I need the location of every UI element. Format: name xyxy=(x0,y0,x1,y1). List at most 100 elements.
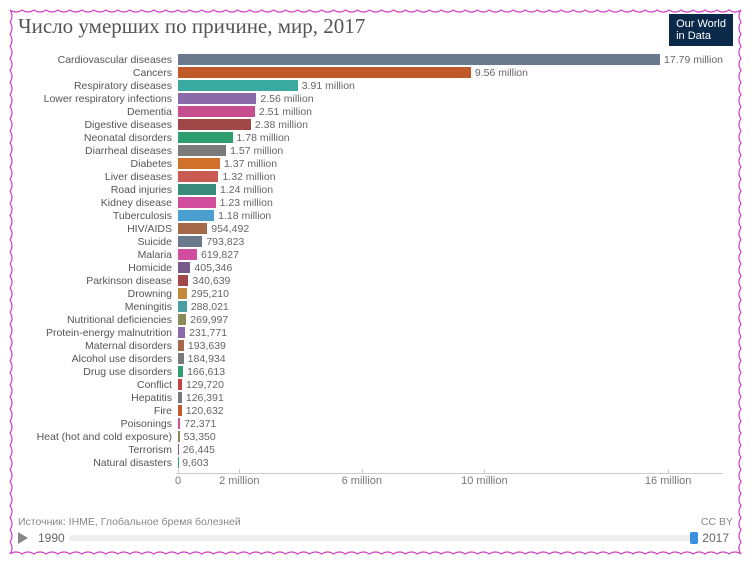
x-axis: 02 million6 million10 million16 million xyxy=(178,473,723,491)
source-text: Источник: IHME, Глобальное бремя болезне… xyxy=(18,516,733,528)
bar[interactable] xyxy=(178,353,184,364)
bar-row: Road injuries1.24 million xyxy=(178,183,723,196)
bar-row: Digestive diseases2.38 million xyxy=(178,118,723,131)
bar-label: Fire xyxy=(18,405,178,417)
bar-value: 1.18 million xyxy=(218,210,271,222)
bar[interactable] xyxy=(178,405,182,416)
bar-row: Neonatal disorders1.78 million xyxy=(178,131,723,144)
bar[interactable] xyxy=(178,262,190,273)
bar-value: 9.56 million xyxy=(475,67,528,79)
bar-label: Neonatal disorders xyxy=(18,132,178,144)
bar[interactable] xyxy=(178,67,471,78)
logo-line1: Our World xyxy=(676,18,726,30)
bar-label: Hepatitis xyxy=(18,392,178,404)
axis-tick xyxy=(362,469,363,473)
bar-label: Natural disasters xyxy=(18,457,178,469)
axis-tick-label: 6 million xyxy=(342,475,382,487)
bar-label: Nutritional deficiencies xyxy=(18,314,178,326)
slider-thumb[interactable] xyxy=(690,532,698,544)
bar-row: Respiratory diseases3.91 million xyxy=(178,79,723,92)
bar-value: 3.91 million xyxy=(302,80,355,92)
bar[interactable] xyxy=(178,275,188,286)
bar[interactable] xyxy=(178,210,214,221)
bar[interactable] xyxy=(178,301,187,312)
bar[interactable] xyxy=(178,171,218,182)
bar-label: Drug use disorders xyxy=(18,366,178,378)
bar-row: Liver diseases1.32 million xyxy=(178,170,723,183)
bar-row: Drowning295,210 xyxy=(178,287,723,300)
bar-label: Meningitis xyxy=(18,301,178,313)
axis-tick xyxy=(239,469,240,473)
bar-value: 1.57 million xyxy=(230,145,283,157)
bar-label: Tuberculosis xyxy=(18,210,178,222)
bar[interactable] xyxy=(178,366,183,377)
bar-row: Diarrheal diseases1.57 million xyxy=(178,144,723,157)
bar-row: Suicide793,823 xyxy=(178,235,723,248)
bar-label: Cardiovascular diseases xyxy=(18,54,178,66)
bar-value: 954,492 xyxy=(211,223,249,235)
bar-row: Fire120,632 xyxy=(178,404,723,417)
bar[interactable] xyxy=(178,314,186,325)
bar[interactable] xyxy=(178,340,184,351)
bar[interactable] xyxy=(178,119,251,130)
bar-value: 1.78 million xyxy=(237,132,290,144)
bar[interactable] xyxy=(178,93,256,104)
slider-track[interactable] xyxy=(69,535,699,541)
bar-value: 72,371 xyxy=(184,418,216,430)
logo-line2: in Data xyxy=(676,30,726,42)
bar[interactable] xyxy=(178,106,255,117)
bar-row: Meningitis288,021 xyxy=(178,300,723,313)
play-button[interactable] xyxy=(18,532,28,544)
bar-label: Road injuries xyxy=(18,184,178,196)
bar[interactable] xyxy=(178,197,216,208)
bar-value: 193,639 xyxy=(188,340,226,352)
bar-value: 405,346 xyxy=(194,262,232,274)
bar-label: Digestive diseases xyxy=(18,119,178,131)
bar[interactable] xyxy=(178,249,197,260)
bar-value: 26,445 xyxy=(183,444,215,456)
bar-value: 288,021 xyxy=(191,301,229,313)
bar-label: Heat (hot and cold exposure) xyxy=(18,431,178,443)
bar-value: 166,613 xyxy=(187,366,225,378)
bar-value: 340,639 xyxy=(192,275,230,287)
bar[interactable] xyxy=(178,379,182,390)
slider-year-start: 1990 xyxy=(34,531,69,545)
axis-line xyxy=(176,473,723,474)
owid-logo: Our World in Data xyxy=(669,14,733,46)
bar-value: 619,827 xyxy=(201,249,239,261)
bar-label: Diabetes xyxy=(18,158,178,170)
bar[interactable] xyxy=(178,145,226,156)
bar[interactable] xyxy=(178,54,660,65)
bar[interactable] xyxy=(178,444,179,455)
time-slider-row: 1990 2017 xyxy=(18,530,733,546)
bar-label: Liver diseases xyxy=(18,171,178,183)
bar-value: 1.23 million xyxy=(220,197,273,209)
license-text: CC BY xyxy=(701,516,733,528)
bar[interactable] xyxy=(178,223,207,234)
bar[interactable] xyxy=(178,132,233,143)
bar[interactable] xyxy=(178,184,216,195)
bar-row: Dementia2.51 million xyxy=(178,105,723,118)
bar-label: Drowning xyxy=(18,288,178,300)
bar[interactable] xyxy=(178,80,298,91)
bar[interactable] xyxy=(178,288,187,299)
bar-row: Cancers9.56 million xyxy=(178,66,723,79)
bar[interactable] xyxy=(178,327,185,338)
axis-tick xyxy=(668,469,669,473)
chart-title: Число умерших по причине, мир, 2017 xyxy=(18,14,733,39)
bar[interactable] xyxy=(178,158,220,169)
slider-year-end: 2017 xyxy=(698,531,733,545)
axis-tick-label: 0 xyxy=(175,475,181,487)
bar[interactable] xyxy=(178,392,182,403)
plot-area: Cardiovascular diseases17.79 millionCanc… xyxy=(178,53,723,473)
bar-label: Homicide xyxy=(18,262,178,274)
bar-value: 9,603 xyxy=(182,457,208,469)
bar[interactable] xyxy=(178,418,180,429)
bar-row: Kidney disease1.23 million xyxy=(178,196,723,209)
bar-label: Cancers xyxy=(18,67,178,79)
bar-row: Maternal disorders193,639 xyxy=(178,339,723,352)
bar-label: Poisonings xyxy=(18,418,178,430)
bar[interactable] xyxy=(178,236,202,247)
bar-row: Diabetes1.37 million xyxy=(178,157,723,170)
bar[interactable] xyxy=(178,431,180,442)
